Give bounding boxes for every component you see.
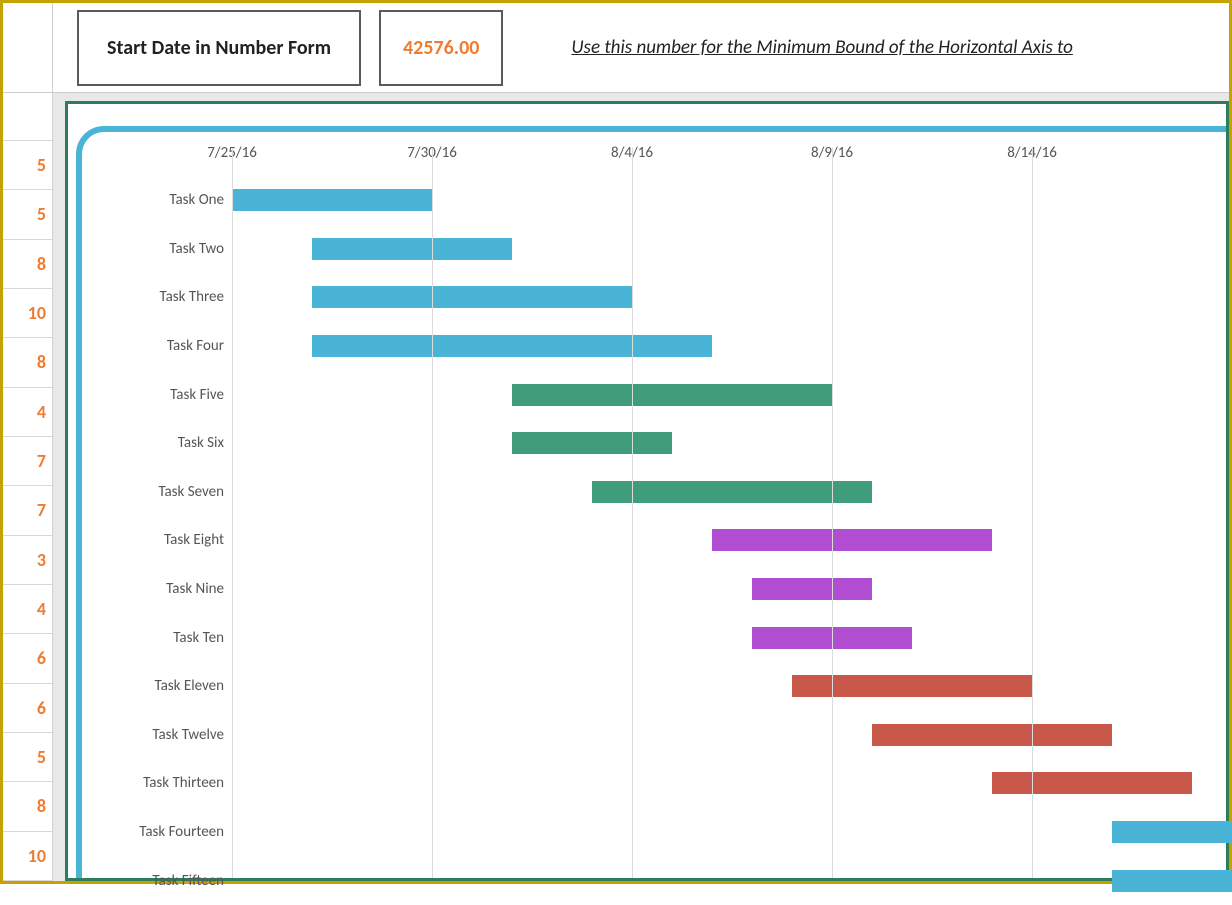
task-row: Task Twelve (82, 711, 1226, 760)
body-area: 55810847734665810 7/25/167/30/168/4/168/… (3, 93, 1229, 881)
row-number-cell: 7 (3, 437, 52, 486)
hint-text: Use this number for the Minimum Bound of… (571, 36, 1073, 59)
task-label: Task Ten (104, 629, 224, 647)
task-label: Task Eleven (104, 677, 224, 695)
task-row: Task Seven (82, 468, 1226, 517)
gantt-bar[interactable] (312, 335, 712, 357)
gantt-bar[interactable] (1112, 870, 1232, 892)
row-number-cell: 5 (3, 141, 52, 190)
chart-inner: 7/25/167/30/168/4/168/9/168/14/16 Task O… (76, 126, 1226, 878)
gantt-bar[interactable] (752, 578, 872, 600)
task-label: Task Twelve (104, 726, 224, 744)
task-row: Task Nine (82, 565, 1226, 614)
grid-line (1032, 148, 1033, 878)
row-number-cell: 8 (3, 782, 52, 831)
start-date-value-cell[interactable]: 42576.00 (379, 10, 503, 86)
row-number-cell: 6 (3, 684, 52, 733)
row-number-cell: 7 (3, 486, 52, 535)
gantt-bar[interactable] (512, 384, 832, 406)
start-date-label-cell: Start Date in Number Form (77, 10, 361, 86)
row-number-cell: 5 (3, 190, 52, 239)
grid-line (432, 148, 433, 878)
task-label: Task Fifteen (104, 872, 224, 890)
task-row: Task One (82, 176, 1226, 225)
row-number-cell: 3 (3, 536, 52, 585)
row-number-cell: 6 (3, 634, 52, 683)
tasks-container: Task One Task Two Task Three Task Four Task … (82, 176, 1226, 878)
task-label: Task Three (104, 288, 224, 306)
task-row: Task Three (82, 273, 1226, 322)
header-cells: Start Date in Number Form 42576.00 Use t… (53, 3, 1229, 92)
gantt-bar[interactable] (992, 772, 1192, 794)
task-label: Task Six (104, 434, 224, 452)
gantt-bar[interactable] (592, 481, 872, 503)
task-row: Task Six (82, 419, 1226, 468)
task-row: Task Fifteen (82, 856, 1226, 905)
row-header-spacer (3, 3, 53, 92)
task-label: Task Two (104, 240, 224, 258)
row-header-column: 55810847734665810 (3, 93, 53, 881)
task-label: Task Nine (104, 580, 224, 598)
gantt-bar[interactable] (232, 189, 432, 211)
grid-line (632, 148, 633, 878)
task-label: Task Five (104, 386, 224, 404)
chart-frame: 7/25/167/30/168/4/168/9/168/14/16 Task O… (65, 101, 1229, 881)
row-number-cell: 5 (3, 733, 52, 782)
task-label: Task Four (104, 337, 224, 355)
row-number-cell: 4 (3, 585, 52, 634)
row-number-cell: 10 (3, 289, 52, 338)
row-number-cell: 8 (3, 240, 52, 289)
task-row: Task Five (82, 370, 1226, 419)
gantt-bar[interactable] (792, 675, 1032, 697)
task-label: Task Seven (104, 483, 224, 501)
gantt-bar[interactable] (312, 238, 512, 260)
task-label: Task One (104, 191, 224, 209)
gantt-bar[interactable] (872, 724, 1112, 746)
task-label: Task Thirteen (104, 774, 224, 792)
chart-wrap: 7/25/167/30/168/4/168/9/168/14/16 Task O… (53, 93, 1229, 881)
gantt-bar[interactable] (512, 432, 672, 454)
x-axis: 7/25/167/30/168/4/168/9/168/14/16 (82, 132, 1226, 172)
task-row: Task Thirteen (82, 759, 1226, 808)
task-row: Task Eleven (82, 662, 1226, 711)
row-number-cell: 4 (3, 388, 52, 437)
gantt-bar[interactable] (1112, 821, 1232, 843)
task-label: Task Fourteen (104, 823, 224, 841)
row-number-cell: 8 (3, 338, 52, 387)
header-row: Start Date in Number Form 42576.00 Use t… (3, 3, 1229, 93)
task-row: Task Ten (82, 613, 1226, 662)
task-row: Task Fourteen (82, 808, 1226, 857)
task-row: Task Two (82, 225, 1226, 274)
grid-line (832, 148, 833, 878)
plot-area: 7/25/167/30/168/4/168/9/168/14/16 Task O… (82, 132, 1226, 878)
row-number-cell: 10 (3, 832, 52, 881)
grid-line (232, 148, 233, 878)
gantt-bar[interactable] (712, 529, 992, 551)
task-row: Task Four (82, 322, 1226, 371)
task-row: Task Eight (82, 516, 1226, 565)
task-label: Task Eight (104, 531, 224, 549)
gantt-bar[interactable] (312, 286, 632, 308)
